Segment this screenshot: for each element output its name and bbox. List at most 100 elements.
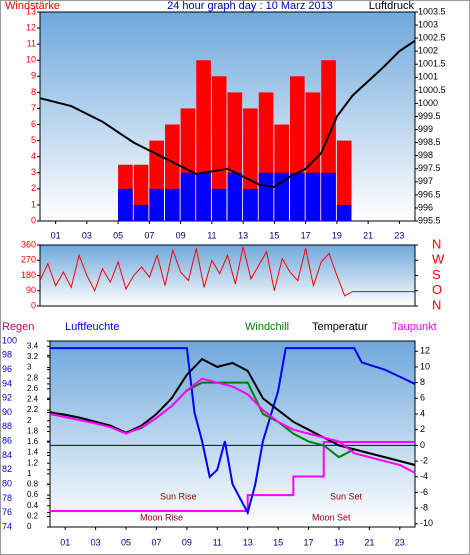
- y2-tick-label: 997.5: [418, 163, 441, 173]
- wind-bar: [321, 172, 336, 221]
- rain-tick-label: 3.2: [27, 352, 39, 361]
- y-tick-label: 4: [31, 151, 36, 161]
- y-tick-label: 12: [26, 22, 36, 32]
- rain-tick-label: 0.4: [27, 501, 39, 510]
- plot-background: [49, 340, 416, 528]
- y2-tick-label: 998: [418, 150, 433, 160]
- y-tick-label: 80: [2, 478, 12, 488]
- series-line: [49, 357, 416, 466]
- x-tick-label: 23: [394, 230, 404, 240]
- y2-tick-label: 996: [418, 202, 433, 212]
- wind-bar: [196, 172, 211, 221]
- y-tick-label: 98: [2, 350, 12, 360]
- y2-tick-label: -10: [420, 518, 433, 528]
- y2-tick-label: W: [432, 252, 445, 267]
- y2-tick-label: 4: [420, 408, 425, 418]
- x-tick-label: 07: [151, 537, 161, 547]
- y-tick-label: 82: [2, 464, 12, 474]
- rain-tick-label: 1: [27, 469, 32, 478]
- y2-tick-label: 10: [420, 361, 430, 371]
- x-tick-label: 11: [207, 230, 216, 240]
- y2-tick-label: 1003: [418, 19, 438, 29]
- y-tick-label: 13: [26, 6, 36, 16]
- annotation: Moon Set: [312, 512, 351, 522]
- chart-title: 24 hour graph day : 10 Marz 2013: [167, 0, 333, 12]
- wind-bar: [243, 188, 258, 221]
- y2-axis-label: Luftdruck: [369, 0, 415, 12]
- y-tick-label: 90: [26, 285, 36, 295]
- y-tick-label: 0: [31, 300, 36, 310]
- y2-tick-label: 1000: [418, 98, 438, 108]
- y-tick-label: 0: [31, 215, 36, 225]
- x-tick-label: 01: [60, 537, 70, 547]
- rain-tick-label: 0.6: [27, 490, 39, 499]
- annotation: Moon Rise: [140, 512, 183, 522]
- y2-tick-label: -6: [420, 487, 428, 497]
- rain-tick-label: 1.2: [27, 458, 39, 467]
- x-tick-label: 07: [144, 230, 154, 240]
- x-tick-label: 05: [113, 230, 123, 240]
- wind-bar: [165, 188, 180, 221]
- rain-tick-label: 2.6: [27, 384, 39, 393]
- x-tick-label: 03: [91, 537, 101, 547]
- wind-bar: [290, 172, 305, 221]
- rain-tick-label: 1.4: [27, 448, 39, 457]
- series-line: [50, 347, 416, 516]
- y-tick-label: 84: [2, 450, 12, 460]
- y2-tick-label: 999: [418, 124, 433, 134]
- x-tick-label: 13: [243, 537, 253, 547]
- y-tick-label: 94: [2, 378, 12, 388]
- rain-tick-label: 2.2: [27, 405, 39, 414]
- y-axis-label: Windstärke: [5, 0, 60, 12]
- y2-tick-label: -8: [420, 503, 428, 513]
- y2-tick-label: 1002.5: [418, 33, 446, 43]
- y2-tick-label: 8: [420, 377, 425, 387]
- wind-bar: [336, 140, 352, 221]
- y2-tick-label: 1001: [418, 72, 438, 82]
- y-tick-label: 10: [26, 55, 36, 65]
- rain-tick-label: 2.4: [27, 395, 39, 404]
- y2-tick-label: 2: [420, 424, 425, 434]
- y-tick-label: 9: [31, 71, 36, 81]
- y2-tick-label: 1000.5: [418, 85, 446, 95]
- wind-bar: [118, 188, 133, 221]
- y-tick-label: 270: [21, 255, 36, 265]
- legend-entry: Taupunkt: [392, 321, 437, 333]
- annotation: Sun Set: [330, 491, 363, 501]
- wind-bar: [211, 76, 227, 221]
- y-tick-label: 180: [21, 270, 36, 280]
- y2-tick-label: 0: [420, 440, 425, 450]
- y-tick-label: 88: [2, 421, 12, 431]
- y2-tick-label: 996.5: [418, 189, 441, 199]
- y-tick-label: 74: [2, 521, 12, 531]
- wind-bar: [180, 172, 196, 221]
- legend-entry: Temperatur: [312, 321, 368, 333]
- y2-tick-label: 1001.5: [418, 59, 446, 69]
- y2-tick-label: 998.5: [418, 137, 441, 147]
- x-tick-label: 15: [273, 537, 283, 547]
- rain-tick-label: 0: [27, 522, 32, 531]
- y-tick-label: 2: [31, 183, 36, 193]
- wind-bar: [336, 204, 352, 221]
- rain-tick-label: 1.6: [27, 437, 39, 446]
- series-line: [50, 440, 415, 513]
- y2-tick-label: S: [432, 267, 441, 282]
- y-tick-label: 78: [2, 493, 12, 503]
- rain-tick-label: 3: [27, 363, 32, 372]
- y-tick-label: 86: [2, 436, 12, 446]
- y2-tick-label: -2: [420, 455, 428, 465]
- y2-tick-label: -4: [420, 471, 428, 481]
- wind-bar: [274, 172, 289, 221]
- y2-tick-label: 6: [420, 393, 425, 403]
- y-tick-label: 8: [31, 87, 36, 97]
- x-tick-label: 21: [364, 537, 374, 547]
- x-tick-label: 17: [304, 537, 314, 547]
- y-tick-label: 11: [27, 39, 36, 49]
- legend-entry: Regen: [2, 321, 34, 333]
- x-tick-label: 15: [269, 230, 279, 240]
- x-tick-label: 11: [213, 537, 222, 547]
- annotation: Sun Rise: [160, 491, 197, 501]
- legend-entry: Luftfeuchte: [65, 321, 119, 333]
- y-tick-label: 92: [2, 393, 12, 403]
- series-line: [39, 246, 415, 297]
